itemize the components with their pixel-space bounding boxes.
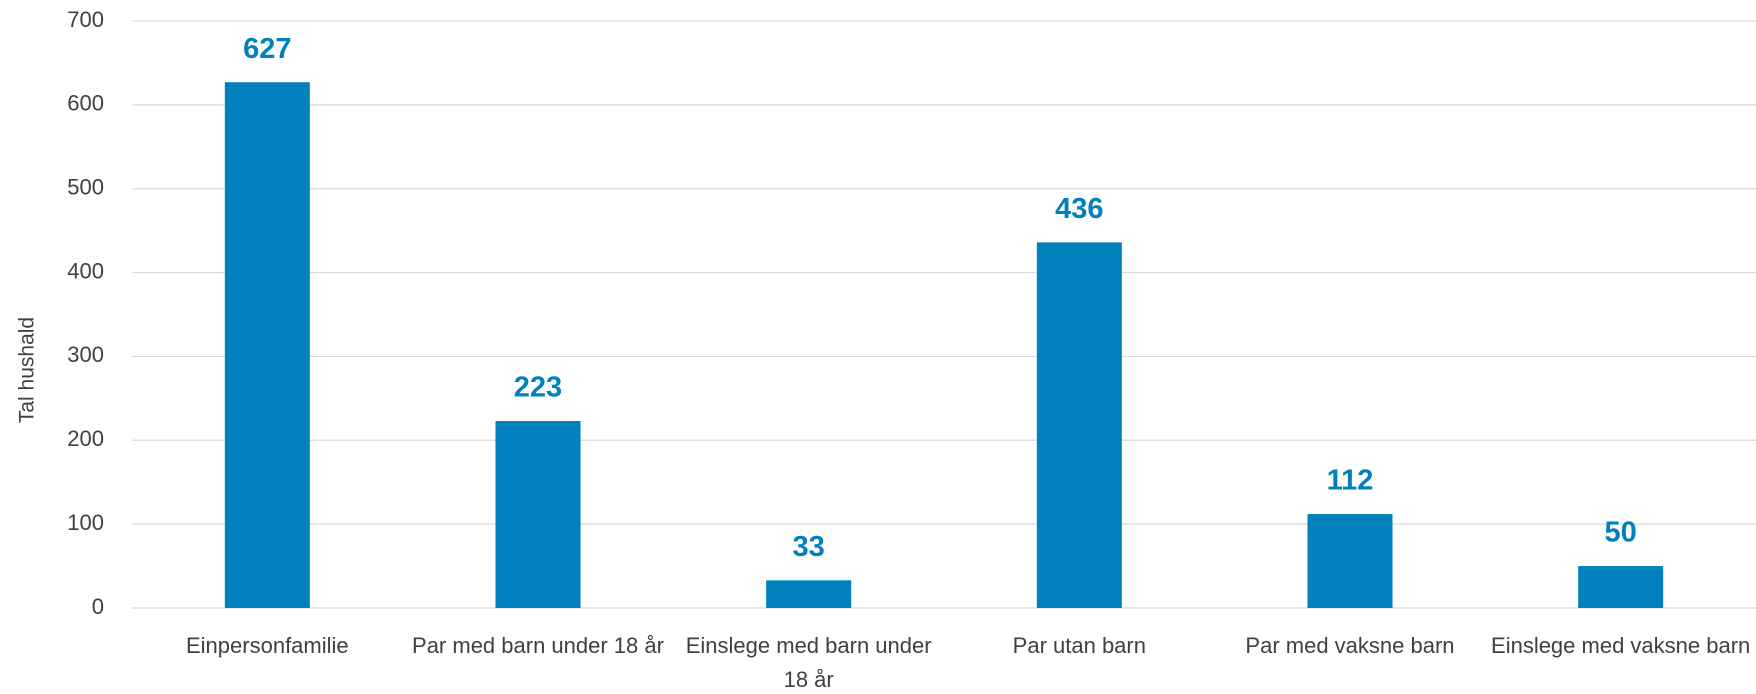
y-tick-label: 500 (67, 175, 104, 200)
data-label: 436 (1055, 193, 1103, 225)
y-tick-label: 300 (67, 342, 104, 367)
data-label: 50 (1605, 517, 1637, 549)
y-axis-label: Tal hushald (16, 317, 39, 423)
bar (766, 580, 852, 608)
y-tick-label: 100 (67, 510, 104, 535)
bar (1036, 242, 1122, 608)
x-tick-label: Einpersonfamilie (186, 633, 349, 658)
x-tick-label: Einslege med barn under 18 år (685, 633, 932, 692)
y-tick-label: 700 (67, 7, 104, 32)
y-tick-label: 400 (67, 258, 104, 283)
x-tick-label: Par med vaksne barn (1245, 633, 1455, 658)
bar (1307, 514, 1393, 608)
x-tick-label: Par utan barn (1012, 633, 1146, 658)
x-tick-label: Einslege med vaksne barn (1491, 633, 1751, 658)
y-tick-label: 200 (67, 426, 104, 451)
data-label: 33 (793, 531, 825, 563)
data-label: 223 (514, 372, 562, 404)
x-tick-label: Par med barn under 18 år (412, 633, 664, 658)
data-label: 112 (1327, 465, 1374, 497)
bar (495, 420, 581, 608)
y-tick-label: 0 (92, 594, 104, 619)
bar (224, 82, 310, 609)
bar (1578, 566, 1664, 608)
data-label: 627 (243, 33, 291, 65)
y-tick-label: 600 (67, 91, 104, 116)
